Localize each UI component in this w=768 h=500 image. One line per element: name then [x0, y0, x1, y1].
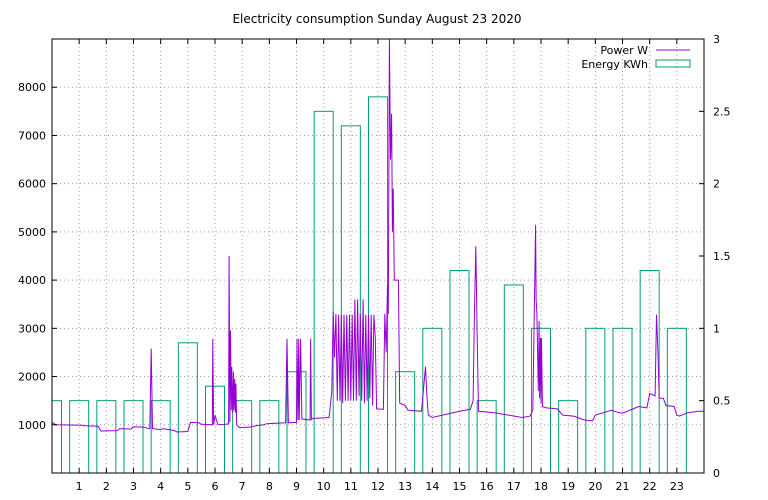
x-tick-label: 20	[588, 480, 602, 493]
y-right-tick-label: 0.5	[713, 395, 731, 408]
y-left-tick-label: 1000	[18, 419, 46, 432]
energy-box	[503, 284, 524, 474]
legend-label-energy: Energy KWh	[581, 58, 648, 71]
x-tick-label: 19	[561, 480, 575, 493]
energy-boxes	[51, 96, 687, 474]
legend-swatch-energy	[655, 59, 691, 68]
x-tick-label: 14	[425, 480, 439, 493]
grid	[52, 39, 704, 473]
energy-box	[313, 110, 334, 474]
x-tick-label: 17	[507, 480, 521, 493]
x-tick-label: 21	[616, 480, 630, 493]
energy-box	[395, 371, 416, 474]
x-tick-label: 22	[643, 480, 657, 493]
legend: Power W Energy KWh	[581, 44, 691, 71]
y-left-tick-label: 6000	[18, 178, 46, 191]
x-tick-label: 3	[130, 480, 137, 493]
y-left-axis-ticks: 1000 2000 3000 4000 5000 6000 7000 8000	[18, 81, 57, 432]
x-tick-label: 10	[317, 480, 331, 493]
legend-label-power: Power W	[600, 44, 648, 57]
x-tick-label: 9	[293, 480, 300, 493]
y-right-axis-ticks: 0 0.5 1 1.5 2 2.5 3	[699, 33, 731, 480]
y-left-tick-label: 2000	[18, 371, 46, 384]
y-right-tick-label: 1	[713, 322, 720, 335]
power-line	[51, 38, 704, 433]
x-tick-label: 6	[212, 480, 219, 493]
energy-box	[367, 96, 389, 474]
x-tick-label: 23	[670, 480, 684, 493]
y-right-tick-label: 2	[713, 178, 720, 191]
x-tick-label: 16	[480, 480, 494, 493]
x-tick-label: 5	[184, 480, 191, 493]
x-tick-label: 11	[344, 480, 358, 493]
y-left-tick-label: 8000	[18, 81, 46, 94]
x-tick-label: 15	[453, 480, 467, 493]
y-right-tick-label: 2.5	[713, 105, 731, 118]
x-tick-label: 18	[534, 480, 548, 493]
y-left-tick-label: 5000	[18, 226, 46, 239]
chart-title: Electricity consumption Sunday August 23…	[232, 12, 521, 26]
x-axis-ticks: 1 2 3 4 5 6 7 8 9 10 11 12 13 14 15 16 17 18 19 20 21 22 23	[76, 39, 684, 493]
x-tick-label: 2	[103, 480, 110, 493]
x-tick-label: 12	[371, 480, 385, 493]
x-tick-label: 7	[239, 480, 246, 493]
x-tick-label: 4	[157, 480, 164, 493]
x-tick-label: 8	[266, 480, 273, 493]
energy-box	[51, 400, 63, 474]
y-right-tick-label: 0	[713, 467, 720, 480]
y-right-tick-label: 3	[713, 33, 720, 46]
y-right-tick-label: 1.5	[713, 250, 731, 263]
y-left-tick-label: 3000	[18, 322, 46, 335]
x-tick-label: 1	[76, 480, 83, 493]
y-left-tick-label: 4000	[18, 274, 46, 287]
y-left-tick-label: 7000	[18, 129, 46, 142]
power-series	[51, 38, 704, 433]
x-tick-label: 13	[398, 480, 412, 493]
